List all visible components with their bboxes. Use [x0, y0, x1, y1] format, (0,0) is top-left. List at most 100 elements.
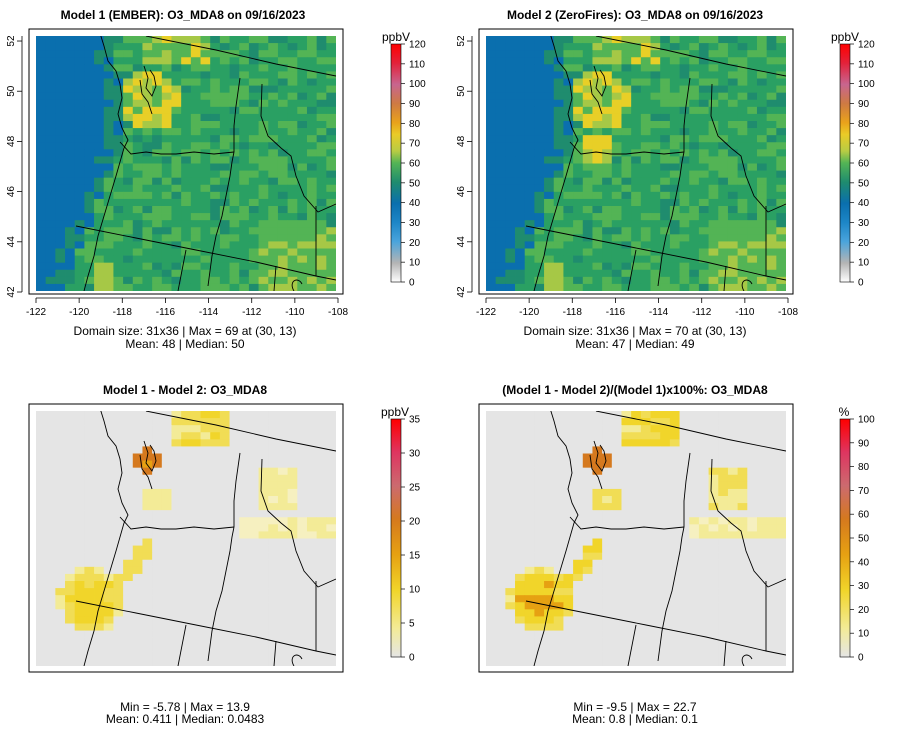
- grid-cell: [152, 545, 163, 554]
- colorbar-tick-label: 120: [409, 40, 426, 51]
- grid-cell: [698, 496, 709, 504]
- grid-cell: [669, 460, 680, 469]
- grid-cell: [756, 227, 768, 235]
- grid-cell: [621, 78, 632, 86]
- grid-cell: [495, 191, 506, 200]
- grid-cell: [190, 630, 201, 639]
- grid-cell: [45, 651, 56, 660]
- grid-cell: [65, 121, 76, 129]
- grid-cell: [55, 234, 66, 242]
- grid-cell: [650, 121, 661, 129]
- grid-cell: [326, 559, 336, 568]
- grid-cell: [679, 92, 690, 101]
- grid-cell: [190, 538, 201, 546]
- grid-cell: [698, 488, 709, 497]
- grid-cell: [631, 460, 642, 469]
- grid-cell: [171, 276, 182, 285]
- grid-cell: [737, 630, 748, 639]
- grid-cell: [766, 411, 777, 419]
- grid-cell: [297, 453, 308, 461]
- grid-cell: [582, 503, 593, 511]
- grid-cell: [268, 566, 279, 575]
- grid-cell: [534, 156, 545, 164]
- grid-cell: [123, 283, 134, 291]
- grid-cell: [316, 213, 327, 221]
- grid-cell: [36, 566, 47, 575]
- grid-cell: [756, 191, 768, 200]
- grid-cell: [74, 446, 85, 454]
- grid-cell: [277, 418, 289, 426]
- grid-cell: [631, 481, 642, 490]
- grid-cell: [268, 57, 279, 65]
- grid-cell: [640, 198, 651, 207]
- grid-cell: [152, 418, 163, 426]
- grid-cell: [718, 234, 729, 242]
- grid-cell: [258, 276, 269, 285]
- grid-cell: [573, 135, 584, 143]
- grid-cell: [36, 255, 47, 264]
- grid-cell: [103, 595, 114, 603]
- x-tick-label: -108: [328, 307, 348, 318]
- grid-cell: [55, 71, 66, 79]
- grid-cell: [297, 566, 308, 575]
- grid-cell: [181, 64, 192, 72]
- grid-cell: [611, 128, 622, 136]
- grid-cell: [239, 213, 250, 221]
- grid-cell: [582, 545, 593, 554]
- grid-cell: [268, 418, 279, 426]
- grid-cell: [747, 602, 758, 610]
- grid-cell: [515, 177, 526, 186]
- grid-cell: [326, 517, 336, 525]
- grid-cell: [776, 644, 786, 653]
- grid-cell: [737, 227, 748, 235]
- grid-cell: [132, 602, 143, 610]
- grid-cell: [248, 418, 259, 426]
- grid-cell: [65, 538, 76, 546]
- grid-cell: [113, 255, 124, 264]
- grid-cell: [142, 411, 153, 419]
- grid-cell: [582, 36, 593, 44]
- grid-cell: [524, 128, 535, 136]
- grid-cell: [45, 269, 56, 278]
- grid-cell: [210, 538, 221, 546]
- grid-cell: [505, 255, 516, 264]
- grid-cell: [747, 595, 758, 603]
- grid-cell: [171, 248, 182, 256]
- grid-cell: [123, 588, 134, 596]
- grid-cell: [65, 170, 76, 179]
- grid-cell: [306, 57, 318, 65]
- grid-cell: [611, 531, 622, 539]
- grid-cell: [181, 474, 192, 483]
- grid-cell: [611, 135, 622, 143]
- grid-cell: [766, 191, 777, 200]
- grid-cell: [602, 531, 613, 539]
- grid-cell: [582, 517, 593, 525]
- grid-cell: [219, 488, 230, 497]
- grid-cell: [181, 191, 192, 200]
- grid-cell: [65, 113, 76, 122]
- grid-cell: [727, 213, 739, 221]
- grid-cell: [602, 113, 613, 122]
- grid-cell: [718, 474, 729, 483]
- grid-cell: [505, 651, 516, 660]
- grid-cell: [727, 92, 739, 101]
- grid-cell: [524, 644, 535, 653]
- grid-cell: [515, 531, 526, 539]
- grid-cell: [631, 623, 642, 631]
- grid-cell: [776, 50, 786, 58]
- grid-cell: [669, 121, 680, 129]
- grid-cell: [171, 496, 182, 504]
- grid-cell: [718, 184, 729, 193]
- colorbar-tick-label: 90: [409, 99, 421, 110]
- grid-cell: [669, 559, 680, 568]
- grid-cell: [602, 78, 613, 86]
- grid-cell: [190, 255, 201, 264]
- grid-cell: [171, 418, 182, 426]
- colorbar-unit: %: [839, 405, 850, 419]
- grid-cell: [611, 524, 622, 532]
- grid-cell: [190, 588, 201, 596]
- grid-cell: [74, 121, 85, 129]
- grid-cell: [776, 545, 786, 554]
- grid-cell: [611, 85, 622, 94]
- grid-cell: [200, 113, 211, 122]
